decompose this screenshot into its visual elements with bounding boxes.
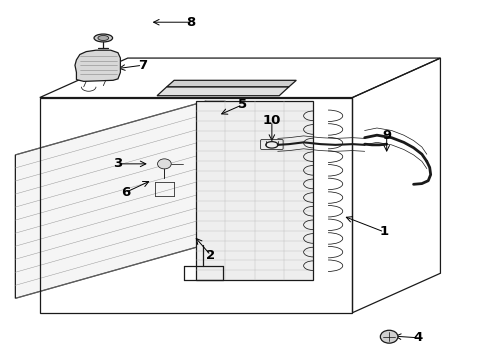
Text: 3: 3	[113, 157, 122, 170]
Text: 5: 5	[238, 98, 247, 111]
Text: 10: 10	[263, 114, 281, 127]
Polygon shape	[206, 101, 225, 244]
Text: 1: 1	[380, 225, 389, 238]
Text: 4: 4	[414, 331, 423, 344]
Polygon shape	[75, 50, 121, 81]
Ellipse shape	[98, 36, 109, 41]
Text: 9: 9	[382, 129, 391, 142]
Text: 2: 2	[206, 249, 216, 262]
Circle shape	[158, 159, 171, 169]
Circle shape	[380, 330, 398, 343]
Text: 8: 8	[187, 16, 196, 29]
Polygon shape	[196, 101, 314, 280]
Text: 6: 6	[121, 186, 130, 199]
Polygon shape	[157, 87, 289, 96]
Text: 7: 7	[138, 59, 147, 72]
Polygon shape	[15, 101, 206, 298]
Polygon shape	[167, 80, 296, 87]
Ellipse shape	[94, 34, 113, 42]
